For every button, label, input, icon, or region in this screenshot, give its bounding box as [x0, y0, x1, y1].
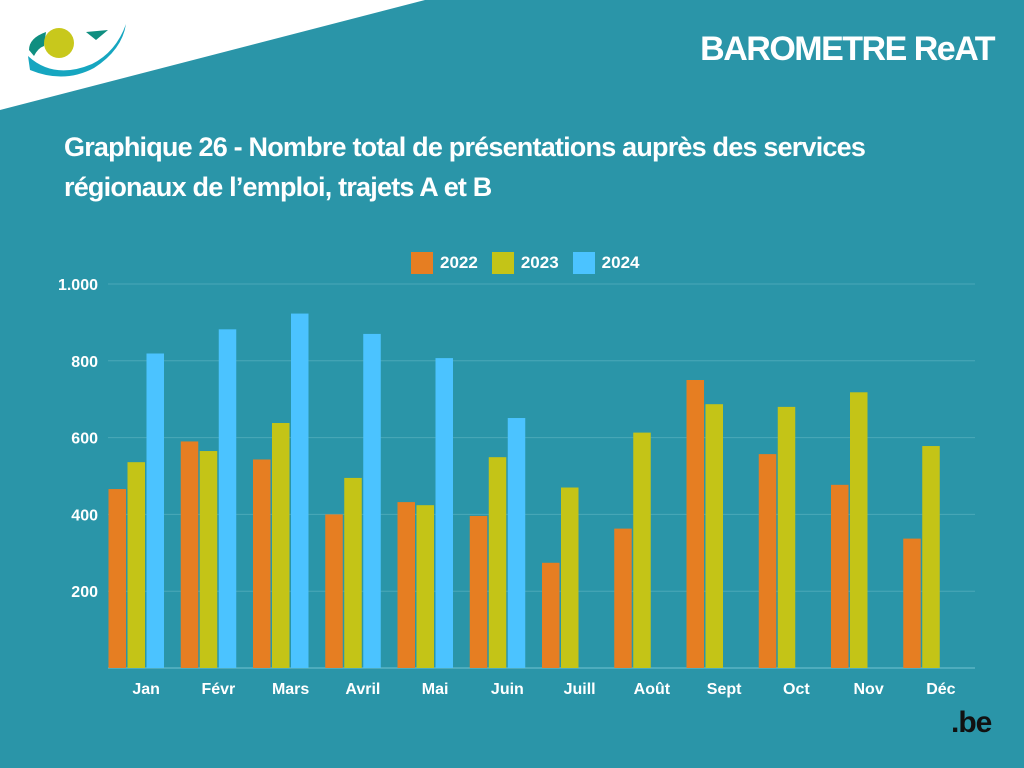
y-tick-label: 200 — [71, 584, 98, 601]
legend-label-2023: 2023 — [520, 253, 559, 272]
brand-title: BAROMETRE ReAT — [700, 30, 995, 68]
y-tick-label: 400 — [71, 507, 98, 524]
bar-2023-0 — [127, 462, 145, 668]
bar-2022-9 — [758, 454, 777, 668]
legend-label-2024: 2024 — [601, 253, 640, 272]
bar-2024-1 — [218, 329, 237, 668]
bar-2023-1 — [199, 451, 218, 668]
legend-swatch-2023 — [491, 252, 514, 274]
bar-2024-4 — [435, 358, 453, 668]
organisation-logo-icon — [28, 24, 126, 77]
x-tick-label: Nov — [854, 681, 884, 698]
x-tick-label: Oct — [783, 681, 810, 698]
bar-2022-0 — [108, 489, 126, 668]
x-tick-label: Déc — [926, 681, 955, 698]
bar-2023-5 — [488, 457, 507, 668]
x-tick-label: Juin — [491, 681, 524, 698]
bar-2022-10 — [831, 484, 849, 668]
be-logo: .be — [951, 706, 992, 740]
x-tick-label: Sept — [707, 681, 742, 698]
y-tick-label: 1.000 — [58, 277, 98, 294]
bar-2023-2 — [272, 423, 290, 668]
legend-label-2022: 2022 — [440, 253, 478, 272]
y-tick-label: 800 — [71, 354, 98, 371]
bar-2023-10 — [850, 392, 868, 668]
x-tick-label: Août — [634, 681, 671, 698]
x-tick-label: Mai — [422, 681, 449, 698]
bar-2022-4 — [397, 502, 415, 668]
bar-2022-1 — [180, 441, 199, 668]
bar-2023-9 — [777, 406, 796, 668]
bar-2023-6 — [561, 487, 579, 668]
bar-2022-3 — [325, 514, 343, 668]
legend-item-2022: 2022 — [411, 252, 478, 274]
legend-swatch-2022 — [411, 252, 433, 274]
bar-2024-3 — [363, 333, 381, 668]
be-logo-text: .be — [951, 706, 992, 739]
y-tick-label: 600 — [71, 431, 98, 448]
bar-2023-11 — [922, 446, 940, 668]
bar-2022-5 — [469, 515, 488, 668]
bar-2024-0 — [146, 353, 164, 668]
bar-2023-8 — [705, 404, 723, 668]
bar-2023-3 — [344, 477, 362, 668]
x-tick-label: Mars — [272, 681, 309, 698]
chart-title: Graphique 26 - Nombre total de présentat… — [64, 132, 866, 202]
bar-2024-2 — [291, 313, 309, 668]
bar-2023-7 — [633, 432, 651, 668]
bar-2024-5 — [507, 418, 526, 668]
x-tick-label: Avril — [345, 681, 380, 698]
x-tick-label: Févr — [201, 681, 235, 698]
legend-swatch-2024 — [572, 252, 595, 274]
bar-2022-7 — [614, 528, 632, 668]
bar-2022-2 — [253, 459, 271, 668]
chart-legend: 2022 2023 2024 — [411, 252, 639, 274]
bar-2022-8 — [686, 380, 704, 668]
bar-2022-6 — [542, 562, 560, 668]
bar-2023-4 — [416, 505, 434, 668]
x-tick-label: Juill — [564, 681, 596, 698]
bar-2022-11 — [903, 538, 921, 668]
legend-item-2023: 2023 — [491, 252, 559, 274]
x-tick-label: Jan — [132, 681, 160, 698]
legend-item-2024: 2024 — [572, 252, 640, 274]
